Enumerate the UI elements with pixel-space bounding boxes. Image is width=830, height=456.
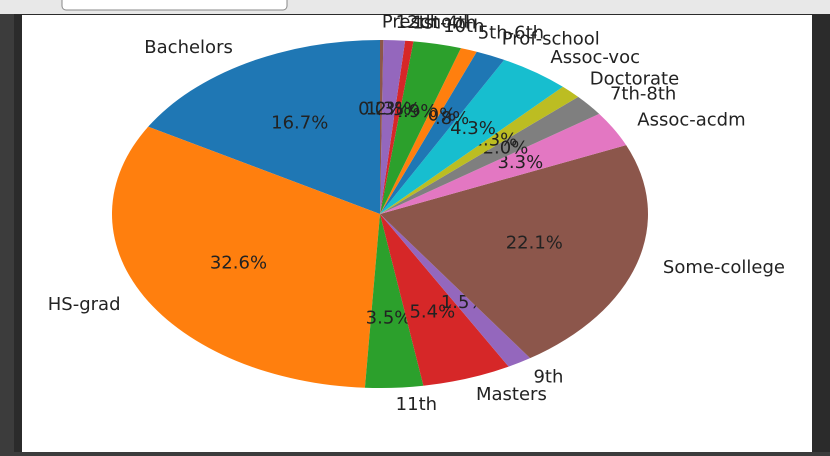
pie-slice	[111, 126, 381, 388]
pie-slice	[380, 214, 531, 367]
slice-label: 11th	[396, 394, 437, 415]
slice-label: Masters	[476, 384, 547, 405]
slice-label: Assoc-voc	[550, 47, 640, 68]
percent-label: 5.4%	[409, 302, 455, 323]
pie-slice	[380, 86, 579, 214]
percent-label: 32.6%	[210, 253, 267, 274]
pie-slice	[364, 214, 424, 388]
slice-label: 7th-8th	[610, 83, 676, 104]
slice-label: Doctorate	[590, 69, 679, 90]
pie-slice	[380, 41, 461, 214]
percent-label: 3.5%	[366, 307, 412, 328]
input-box[interactable]	[61, 0, 288, 11]
pie-slice	[148, 40, 380, 214]
slice-label: Prof-school	[502, 29, 600, 50]
slice-label: Bachelors	[144, 37, 233, 58]
pie-slice	[380, 145, 649, 359]
slice-label: 1st-4th	[412, 13, 476, 34]
slice-label: Some-college	[663, 257, 785, 278]
slice-label: HS-grad	[48, 294, 121, 315]
slice-label: 5th-6th	[478, 22, 544, 43]
pie-slice	[380, 59, 563, 215]
slice-label: 12th	[396, 12, 437, 33]
percent-label: 3.3%	[497, 152, 543, 173]
pie-slice	[380, 40, 384, 214]
percent-label: 16.7%	[271, 113, 328, 134]
percent-label: 2.9%	[392, 101, 438, 122]
slice-label: 10th	[443, 16, 484, 37]
pie-slice	[380, 96, 600, 214]
pie-chart: Bachelors 16.7% HS-grad 32.6% 11th 3.5% Master…	[48, 12, 785, 416]
percent-label: 4.3%	[450, 118, 496, 139]
slice-label: Preschool	[382, 12, 468, 33]
pie-slice	[380, 214, 509, 386]
pie-slice	[380, 113, 627, 214]
slice-label: Assoc-acdm	[637, 110, 745, 131]
slice-label: 9th	[533, 366, 563, 387]
percent-label: 22.1%	[506, 232, 563, 253]
pie-slice	[380, 48, 477, 215]
pie-slice	[380, 51, 505, 215]
percent-label: 1.3%	[366, 99, 412, 120]
percent-label: 0.2%	[358, 99, 404, 120]
pie-slice	[380, 40, 414, 214]
pie-slice	[380, 40, 406, 215]
